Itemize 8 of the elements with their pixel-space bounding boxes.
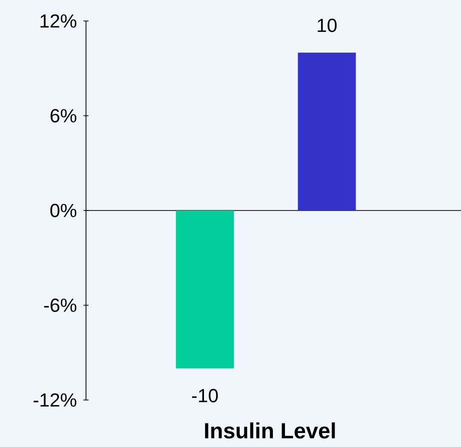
data-label: 10 [318,18,337,32]
data-label: -10 [192,388,218,402]
x-axis-title: Insulin Level [205,422,335,438]
y-tick-label: 12% [40,14,76,28]
y-tick-label: 6% [50,109,76,122]
y-tick-label: 0% [50,204,76,218]
y-tick-label: -12% [34,393,76,407]
y-tick-label: -6% [44,298,76,312]
